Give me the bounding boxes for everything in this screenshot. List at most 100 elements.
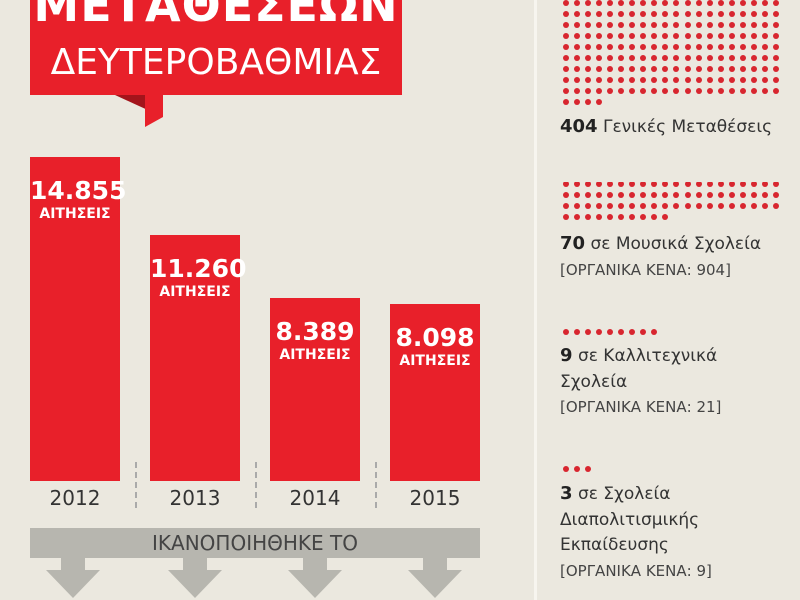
group-count: 3 [560, 483, 573, 504]
title-line-1: ΜΕΤΑΘΕΣΕΩΝ [33, 0, 399, 32]
dot [728, 54, 735, 61]
dot [762, 54, 769, 61]
dot [629, 65, 636, 72]
dot [773, 54, 780, 61]
dot [717, 191, 724, 198]
dot [706, 10, 713, 17]
dot [740, 32, 747, 39]
dot [740, 10, 747, 17]
dot [595, 10, 602, 17]
dot [562, 10, 569, 17]
group-label: σε Σχολεία [577, 484, 671, 504]
dot [706, 32, 713, 39]
dot-grid-arts [560, 326, 785, 337]
dot [562, 76, 569, 83]
dot [673, 65, 680, 72]
dot [706, 43, 713, 50]
dot [573, 182, 580, 187]
group-vacancies: [ΟΡΓΑΝΙΚΑ ΚΕΝΑ: 21] [560, 398, 722, 416]
dot [640, 76, 647, 83]
dot [618, 65, 625, 72]
dot [618, 54, 625, 61]
dot [662, 87, 669, 94]
dot [618, 87, 625, 94]
dot [595, 87, 602, 94]
dot [717, 202, 724, 209]
dot [684, 0, 691, 6]
dot [562, 87, 569, 94]
dot [717, 10, 724, 17]
dot [629, 0, 636, 6]
x-tick-label: 2012 [49, 486, 101, 510]
dot [740, 54, 747, 61]
dot [728, 182, 735, 187]
dot [640, 54, 647, 61]
dot [606, 21, 613, 28]
dot [640, 213, 647, 220]
bar-unit-label: ΑΙΤΗΣΕΙΣ [279, 347, 351, 364]
dot-grid-general [560, 0, 785, 107]
dot [606, 213, 613, 220]
dot [773, 21, 780, 28]
dot [606, 43, 613, 50]
dot [595, 182, 602, 187]
bar-unit-label: ΑΙΤΗΣΕΙΣ [39, 206, 111, 222]
dot [762, 87, 769, 94]
dot [695, 43, 702, 50]
dot [751, 65, 758, 72]
dot [651, 191, 658, 198]
dot [706, 0, 713, 6]
dot [651, 182, 658, 187]
dot [695, 202, 702, 209]
group-label: Διαπολιτισμικής [560, 509, 700, 530]
bar-value-label: 8.389 [275, 317, 355, 347]
dot [595, 54, 602, 61]
group-count: 404 [560, 116, 598, 137]
dot [573, 87, 580, 94]
dot [618, 10, 625, 17]
bar-2015: 8.098 ΑΙΤΗΣΕΙΣ [390, 304, 480, 481]
dot [651, 43, 658, 50]
dot [773, 202, 780, 209]
dot [562, 54, 569, 61]
year-separator [135, 462, 137, 508]
dot [595, 76, 602, 83]
dot [618, 76, 625, 83]
dot [629, 21, 636, 28]
dot [562, 202, 569, 209]
dot [662, 182, 669, 187]
dot [684, 65, 691, 72]
dot [684, 191, 691, 198]
dot [751, 202, 758, 209]
dot [773, 65, 780, 72]
dot [584, 191, 591, 198]
dot [573, 191, 580, 198]
dot [762, 43, 769, 50]
group-arts: 9 σε Καλλιτεχνικά Σχολεία [ΟΡΓΑΝΙΚΑ ΚΕΝΑ: … [560, 343, 721, 421]
dot [573, 202, 580, 209]
dot [695, 54, 702, 61]
dot [773, 191, 780, 198]
dot [762, 76, 769, 83]
dot [618, 213, 625, 220]
dot [629, 54, 636, 61]
group-music: 70 σε Μουσικά Σχολεία [ΟΡΓΑΝΙΚΑ ΚΕΝΑ: 904… [560, 231, 761, 283]
column-divider [534, 0, 537, 600]
bar-2013: 11.260 ΑΙΤΗΣΕΙΣ [150, 235, 246, 481]
dot [706, 54, 713, 61]
dot [651, 21, 658, 28]
dot [618, 202, 625, 209]
dot [618, 43, 625, 50]
dot [562, 191, 569, 198]
dot [695, 76, 702, 83]
dot [562, 328, 569, 335]
dot [629, 191, 636, 198]
group-label: Σχολεία [560, 371, 628, 392]
dot [762, 32, 769, 39]
dot [662, 10, 669, 17]
dot [695, 32, 702, 39]
dot [584, 0, 591, 6]
dot [606, 87, 613, 94]
dot [728, 87, 735, 94]
dot [573, 10, 580, 17]
